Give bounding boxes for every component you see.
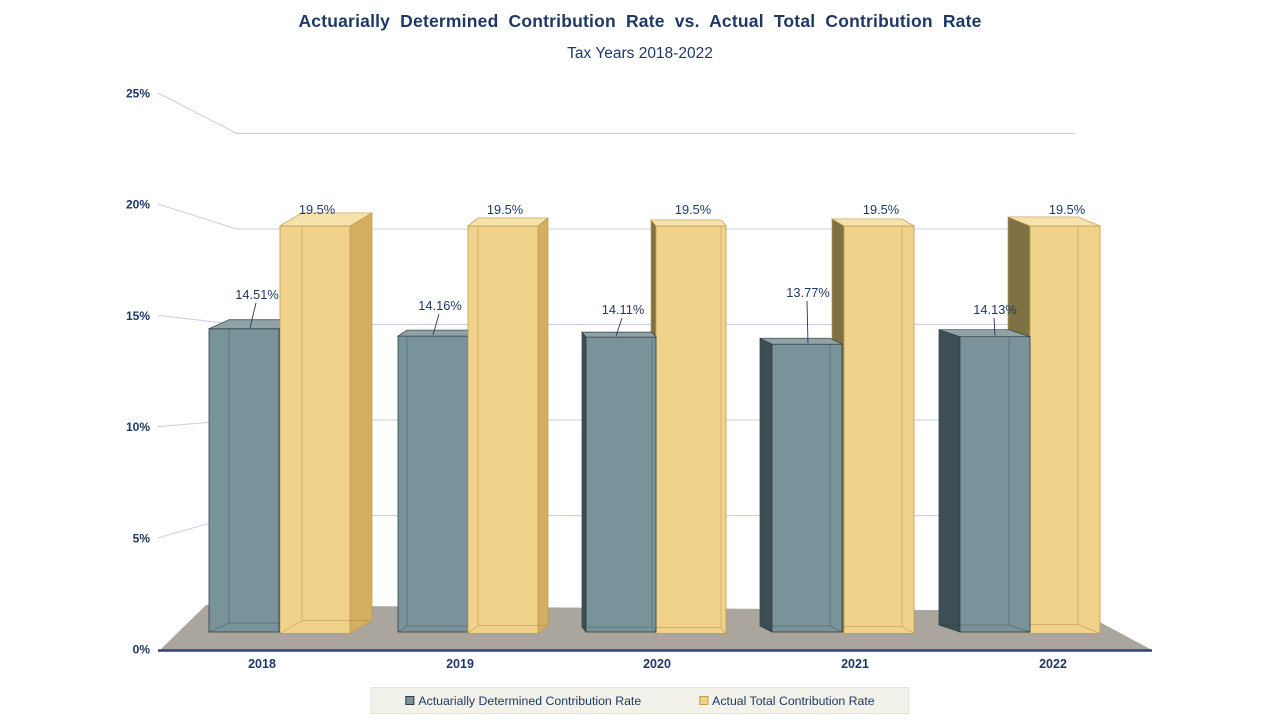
bar-actual-2021-top xyxy=(830,218,916,227)
y-tick-label-15%: 15% xyxy=(126,309,150,323)
y-tick-label-10%: 10% xyxy=(126,420,150,434)
bar-actuarial-2019-top xyxy=(396,329,479,337)
bar-actual-2018-side xyxy=(349,212,373,635)
data-label-actuarial-2020: 14.11% xyxy=(602,302,644,317)
bar-actuarial-2018-inner-edge xyxy=(208,622,230,633)
data-label-leader xyxy=(806,300,809,344)
bar-actuarial-2019-inner-edge xyxy=(397,625,408,633)
bar-actuarial-2021-front xyxy=(771,343,843,633)
bar-actual-2019-front xyxy=(467,225,539,634)
legend: Actuarially Determined Contribution Rate… xyxy=(370,687,910,714)
bar-actuarial-2022-side xyxy=(938,329,961,633)
gridline-20% xyxy=(157,203,1075,230)
y-tick-label-0%: 0% xyxy=(133,643,151,657)
chart-title: Actuarially Determined Contribution Rate… xyxy=(298,11,982,31)
year-label-2022: 2022 xyxy=(1039,657,1067,671)
bar-actual-2019-side xyxy=(537,217,549,635)
bar-actual-2018-top xyxy=(278,212,374,227)
bar-actual-2022-top xyxy=(1007,216,1101,227)
bar-actual-2020-top xyxy=(650,219,727,227)
bar-actuarial-2020-front xyxy=(585,336,657,633)
bar-actuarial-2021-inner-edge xyxy=(829,625,843,633)
bar-actuarial-2022-inner-edge xyxy=(1008,624,1031,633)
y-tick-label-5%: 5% xyxy=(133,531,151,545)
data-label-leader xyxy=(615,317,623,337)
data-label-actuarial-2019: 14.16% xyxy=(418,298,461,313)
bar-actuarial-2020-side xyxy=(581,331,587,633)
legend-swatch-actual-icon xyxy=(699,696,709,705)
bar-actuarial-2020-top xyxy=(581,331,657,338)
y-tick-label-25%: 25% xyxy=(126,87,150,101)
bar-actual-2021-front xyxy=(843,225,915,634)
bar-actual-2018-inner-edge xyxy=(279,620,303,634)
bar-actuarial-2021-side xyxy=(759,337,773,633)
bar-actual-2022-front xyxy=(1029,225,1101,634)
data-label-leader xyxy=(993,317,996,336)
bar-actuarial-2018-front xyxy=(208,328,280,633)
gridline-25% xyxy=(157,92,1075,134)
bar-actual-2018-front xyxy=(279,225,351,634)
bar-actual-2019-top xyxy=(467,217,549,227)
year-label-2018: 2018 xyxy=(248,657,276,671)
data-label-actuarial-2021: 13.77% xyxy=(786,285,829,300)
bar-actual-2020-inner-edge xyxy=(720,627,727,634)
legend-item-actuarial: Actuarially Determined Contribution Rate xyxy=(405,694,641,708)
data-label-actual-2019: 19.5% xyxy=(487,202,523,217)
chart-subtitle: Tax Years 2018-2022 xyxy=(567,45,713,62)
bar-actuarial-2020-inner-edge xyxy=(651,626,657,633)
year-label-2019: 2019 xyxy=(446,657,474,671)
bar-actuarial-2022-top xyxy=(938,329,1031,338)
bar-actuarial-2022-front xyxy=(959,336,1031,633)
bar-actual-2020-front xyxy=(655,225,727,634)
data-label-actual-2021: 19.5% xyxy=(863,202,899,217)
data-label-actual-2020: 19.5% xyxy=(675,202,711,217)
legend-item-actual: Actual Total Contribution Rate xyxy=(699,693,875,708)
data-label-actuarial-2018: 14.51% xyxy=(235,287,278,302)
bar-actual-2022-inner-edge xyxy=(1077,624,1101,634)
bar-actuarial-2021-top xyxy=(759,337,843,345)
bar-actual-2021-inner-edge xyxy=(901,626,915,634)
data-label-actual-2018: 19.5% xyxy=(299,202,335,217)
data-label-leader xyxy=(432,313,440,336)
year-label-2021: 2021 xyxy=(841,657,869,671)
legend-label-actuarial: Actuarially Determined Contribution Rate xyxy=(418,693,642,708)
year-label-2020: 2020 xyxy=(643,657,671,671)
legend-label-actual: Actual Total Contribution Rate xyxy=(712,693,875,708)
bar-actual-2019-inner-edge xyxy=(467,625,479,634)
data-label-actuarial-2022: 14.13% xyxy=(973,302,1016,317)
y-tick-label-20%: 20% xyxy=(126,198,150,212)
data-label-actual-2022: 19.5% xyxy=(1049,202,1085,217)
bar-actuarial-2019-front xyxy=(397,335,469,633)
data-label-leader xyxy=(249,302,257,328)
legend-swatch-actuarial-icon xyxy=(405,696,415,705)
